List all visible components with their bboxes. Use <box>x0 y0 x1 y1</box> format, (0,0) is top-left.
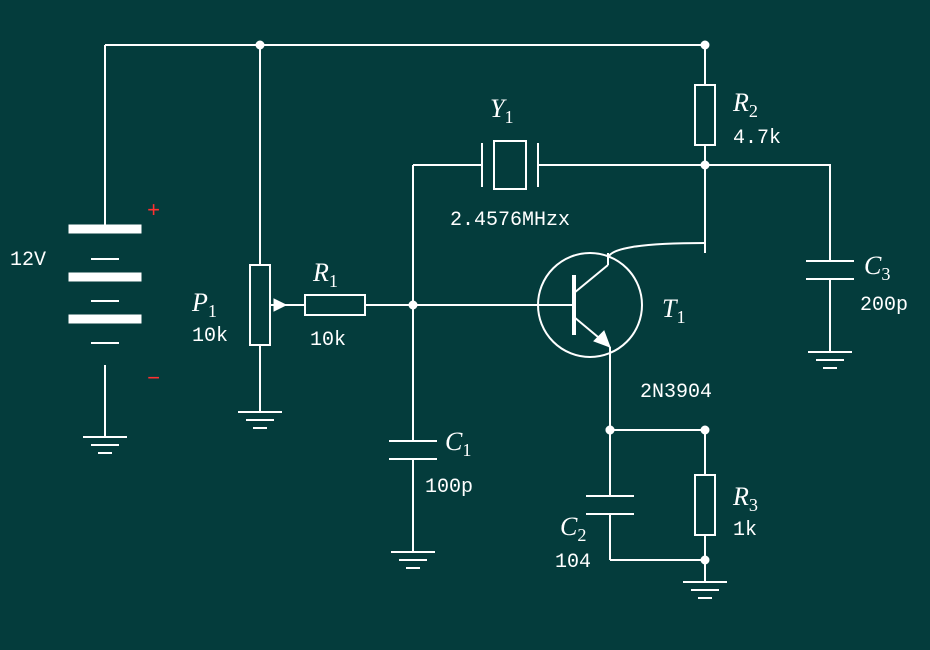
resistor-r2 <box>695 85 715 145</box>
wire <box>705 165 830 261</box>
value-c1: 100p <box>425 476 473 499</box>
label-p1: P1 <box>191 288 217 321</box>
resistor-r1 <box>305 295 365 315</box>
battery-plus: + <box>147 199 160 224</box>
label-r1: R1 <box>312 258 338 291</box>
value-r3: 1k <box>733 519 757 542</box>
label-c3: C3 <box>864 251 890 284</box>
wiper-arrow <box>274 299 286 311</box>
battery-voltage: 12V <box>10 249 46 272</box>
battery-minus: − <box>147 367 160 392</box>
battery-plate <box>69 225 141 233</box>
label-r3: R3 <box>732 482 758 515</box>
wire <box>608 243 705 259</box>
value-y1: 2.4576MHzx <box>450 209 570 232</box>
label-r2: R2 <box>732 88 758 121</box>
label-c2: C2 <box>560 512 586 545</box>
value-r1: 10k <box>310 329 346 352</box>
value-t1: 2N3904 <box>640 381 712 404</box>
emitter-arrow <box>594 331 610 347</box>
value-p1: 10k <box>192 325 228 348</box>
potentiometer-p1 <box>250 265 270 345</box>
value-c3: 200p <box>860 294 908 317</box>
label-c1: C1 <box>445 427 471 460</box>
label-y1: Y1 <box>490 94 514 127</box>
junction-node <box>606 426 614 434</box>
label-t1: T1 <box>662 294 686 327</box>
resistor-r3 <box>695 475 715 535</box>
value-r2: 4.7k <box>733 127 781 150</box>
value-c2: 104 <box>555 551 591 574</box>
